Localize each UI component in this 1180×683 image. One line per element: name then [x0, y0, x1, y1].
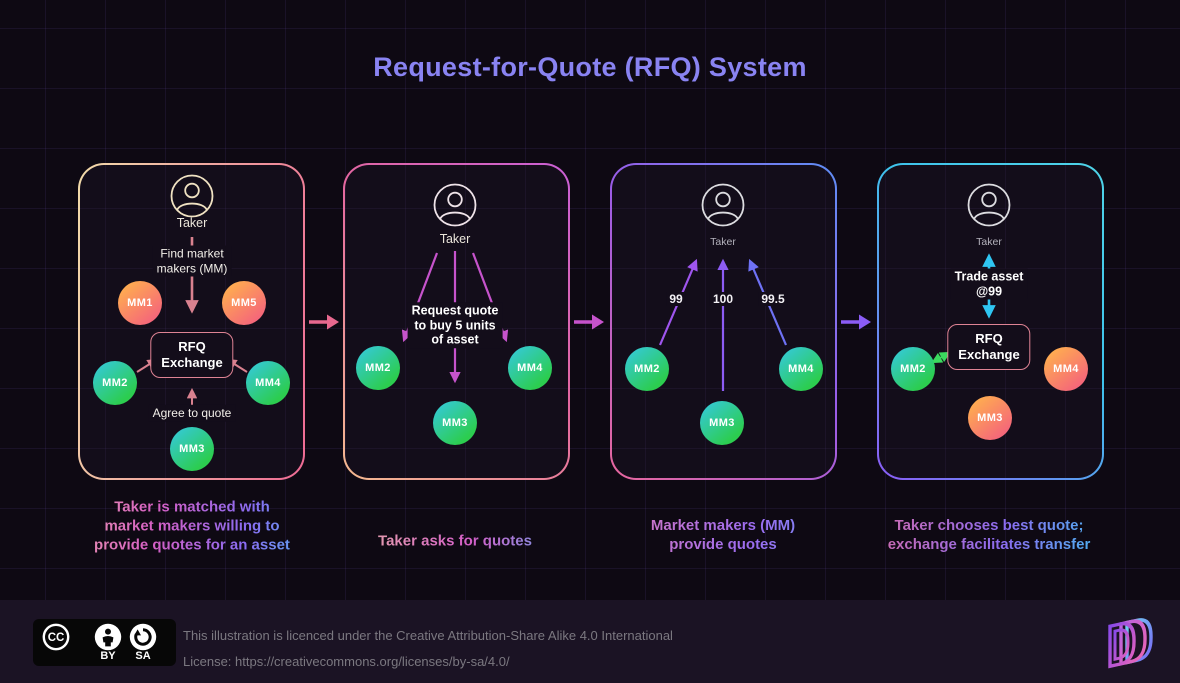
license-line-1: This illustration is licenced under the …	[183, 628, 673, 643]
mm3-circle: MM3	[968, 396, 1012, 440]
caption-step-1: Taker is matched with market makers will…	[42, 498, 342, 555]
taker-label: Taker	[976, 236, 1002, 248]
caption-step-4: Taker chooses best quote; exchange facil…	[839, 516, 1139, 554]
mm1-circle: MM1	[118, 281, 162, 325]
mm2-circle: MM2	[891, 347, 935, 391]
rfq-exchange-box: RFQ Exchange	[150, 332, 234, 378]
cc-by-label: BY	[100, 650, 116, 662]
caption-step-3: Market makers (MM) provide quotes	[573, 516, 873, 554]
cc-license-badge: CC BY SA	[33, 619, 176, 666]
panel-trade-executed: Taker Trade asset @99 RFQ Exchange MM2 M…	[877, 163, 1104, 480]
footer-bar: CC BY SA This illustration is licenced u…	[0, 600, 1180, 683]
mm4-circle: MM4	[779, 347, 823, 391]
taker-icon	[170, 174, 214, 218]
mm4-circle: MM4	[1044, 347, 1088, 391]
panel-makers-provide-quotes: Taker 99 100 99.5 MM2 MM4 MM3	[610, 163, 837, 480]
taker-label: Taker	[439, 232, 471, 246]
quote-99-label: 99	[666, 292, 686, 306]
trade-asset-text: Trade asset @99	[950, 268, 1028, 300]
taker-icon	[433, 183, 477, 227]
brand-logo-icon	[1108, 618, 1153, 669]
find-market-makers-text: Find market makers (MM)	[152, 245, 232, 277]
cc-by-person-icon	[94, 623, 122, 651]
agree-to-quote-text: Agree to quote	[148, 404, 236, 422]
mm3-circle: MM3	[170, 427, 214, 471]
page-title: Request-for-Quote (RFQ) System	[373, 52, 807, 82]
taker-label: Taker	[710, 236, 736, 248]
mm4-circle: MM4	[508, 346, 552, 390]
mm2-circle: MM2	[625, 347, 669, 391]
mm5-circle: MM5	[222, 281, 266, 325]
quote-99-5-label: 99.5	[758, 292, 788, 306]
taker-label: Taker	[176, 216, 208, 230]
caption-step-2: Taker asks for quotes	[305, 532, 605, 551]
request-quote-text: Request quote to buy 5 units of asset	[407, 302, 503, 348]
mm2-circle: MM2	[356, 346, 400, 390]
mm4-circle: MM4	[246, 361, 290, 405]
license-text: This illustration is licenced under the …	[183, 623, 673, 675]
quote-100-label: 100	[709, 292, 737, 306]
mm3-circle: MM3	[433, 401, 477, 445]
svg-text:CC: CC	[48, 632, 65, 644]
panel-match-market-makers: Taker Find market makers (MM) MM1 MM5 RF…	[78, 163, 305, 480]
cc-sa-arrow-icon	[129, 623, 157, 651]
rfq-exchange-box: RFQ Exchange	[947, 324, 1031, 370]
taker-icon	[701, 183, 745, 227]
license-line-2: License: https://creativecommons.org/lic…	[183, 654, 510, 669]
taker-icon	[967, 183, 1011, 227]
mm3-circle: MM3	[700, 401, 744, 445]
cc-icon: CC	[42, 623, 70, 651]
mm2-circle: MM2	[93, 361, 137, 405]
cc-sa-label: SA	[135, 650, 151, 662]
panel-taker-asks: Taker Request quote to buy 5 units of as…	[343, 163, 570, 480]
